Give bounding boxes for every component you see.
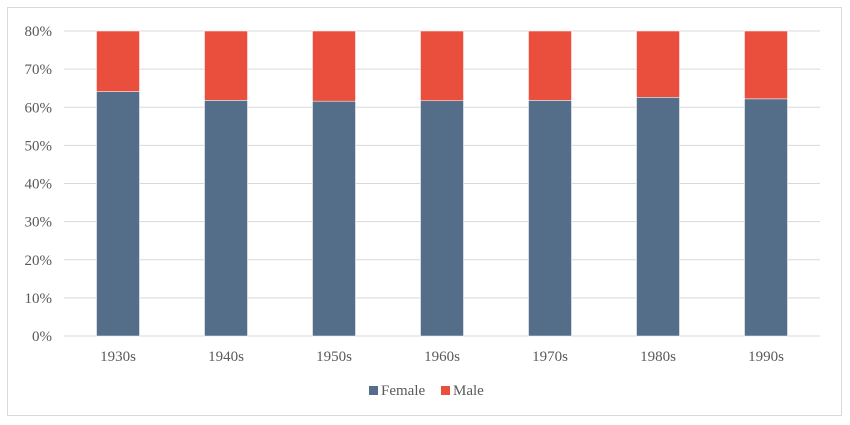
x-tick-label: 1930s	[100, 349, 136, 365]
x-tick-label: 1940s	[208, 349, 244, 365]
x-tick-label: 1960s	[424, 349, 460, 365]
y-tick-label: 60%	[25, 100, 53, 116]
y-tick-label: 50%	[25, 138, 53, 154]
bar-female-1930s	[96, 91, 140, 337]
y-tick-label: 20%	[25, 253, 53, 269]
bar-male-1940s	[204, 30, 248, 101]
bar-female-1990s	[744, 98, 788, 337]
x-tick-label: 1950s	[316, 349, 352, 365]
y-tick-label: 80%	[25, 24, 53, 40]
chart-frame	[7, 7, 842, 416]
bar-male-1950s	[312, 30, 356, 102]
legend-label-female: Female	[381, 383, 425, 399]
bar-male-1980s	[636, 30, 680, 98]
x-tick-label: 1980s	[640, 349, 676, 365]
y-tick-label: 70%	[25, 62, 53, 78]
y-tick-label: 10%	[25, 291, 53, 307]
bar-male-1990s	[744, 30, 788, 100]
y-tick-label: 40%	[25, 177, 53, 193]
x-tick-label: 1990s	[748, 349, 784, 365]
legend-swatch-female	[369, 386, 378, 395]
legend-label-male: Male	[453, 383, 484, 399]
legend-swatch-male	[441, 386, 450, 395]
bar-male-1960s	[420, 30, 464, 102]
y-tick-label: 0%	[32, 329, 52, 345]
bar-female-1980s	[636, 97, 680, 337]
x-tick-label: 1970s	[532, 349, 568, 365]
bar-female-1950s	[312, 100, 356, 337]
y-tick-label: 30%	[25, 215, 53, 231]
bar-female-1940s	[204, 100, 248, 337]
bar-male-1970s	[528, 30, 572, 101]
bar-male-1930s	[96, 30, 140, 92]
bar-female-1960s	[420, 100, 464, 337]
bar-female-1970s	[528, 100, 572, 337]
